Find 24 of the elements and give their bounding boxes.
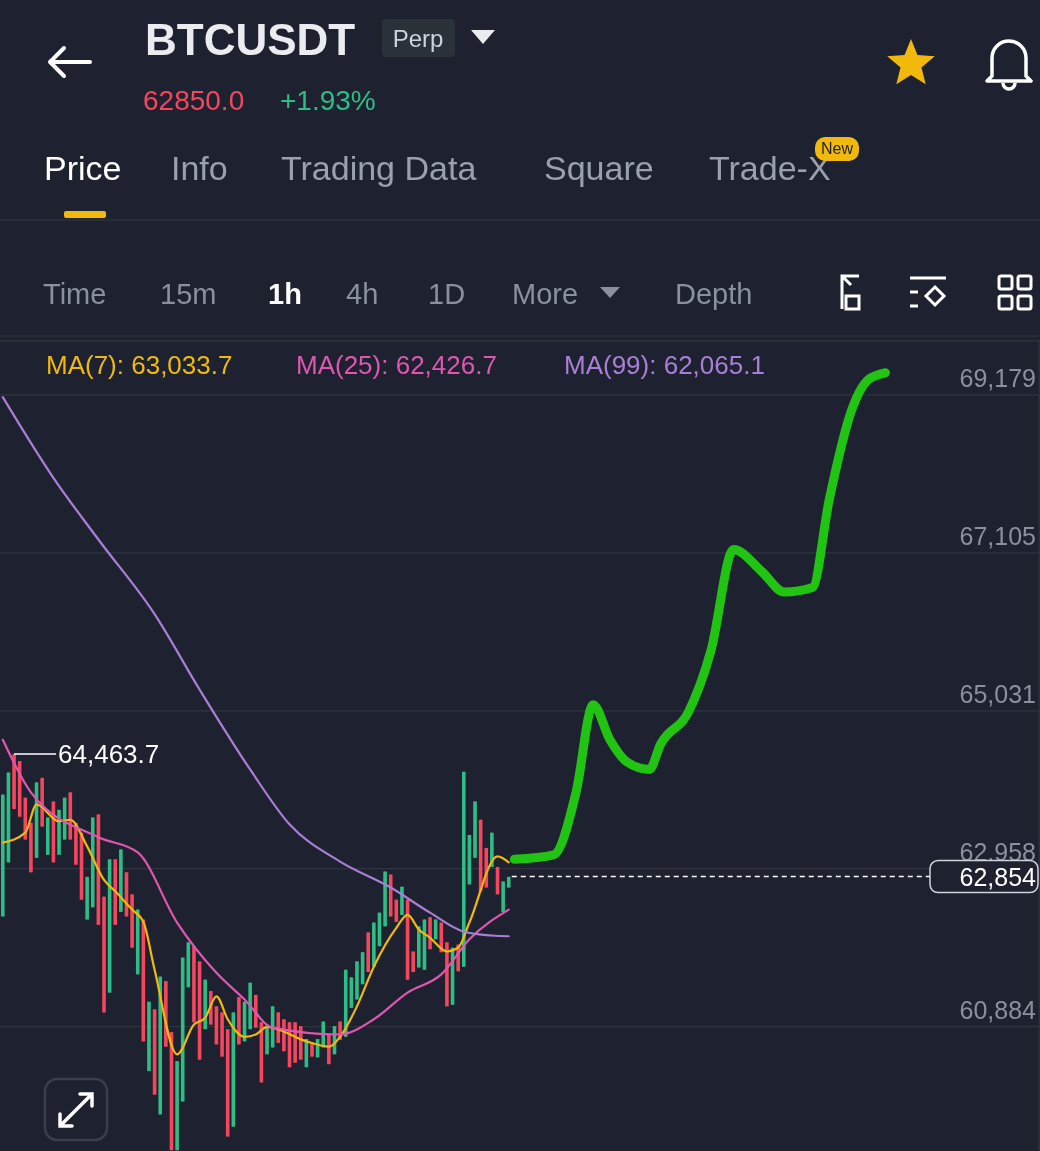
y-tick-label: 69,179: [959, 363, 1036, 392]
annotation: 64,463.7: [58, 738, 160, 769]
y-tick-label: 67,105: [959, 521, 1036, 550]
text: 1h: [268, 278, 302, 310]
text: 1D: [428, 278, 466, 310]
text: Perp: [392, 25, 444, 52]
text: MA(7): 63,033.7: [46, 350, 233, 380]
text: Info: [171, 149, 228, 187]
text: MA(99): 62,065.1: [564, 350, 765, 380]
ref-line-label: 62,854: [959, 862, 1037, 891]
chart-title: BTCUSDT: [145, 15, 356, 64]
text: Depth: [675, 278, 753, 310]
text: Trading Data: [281, 149, 477, 187]
text: 62850.0: [143, 85, 245, 116]
text: 15m: [160, 278, 217, 310]
text: Square: [544, 149, 654, 187]
text: +1.93%: [280, 85, 376, 116]
text: More: [512, 278, 579, 310]
text: Time: [43, 278, 107, 310]
y-tick-label: 65,031: [959, 679, 1036, 708]
text: Price: [44, 149, 122, 187]
text: MA(25): 62,426.7: [296, 350, 497, 380]
text: 4h: [346, 278, 379, 310]
y-tick-label: 60,884: [959, 995, 1037, 1024]
